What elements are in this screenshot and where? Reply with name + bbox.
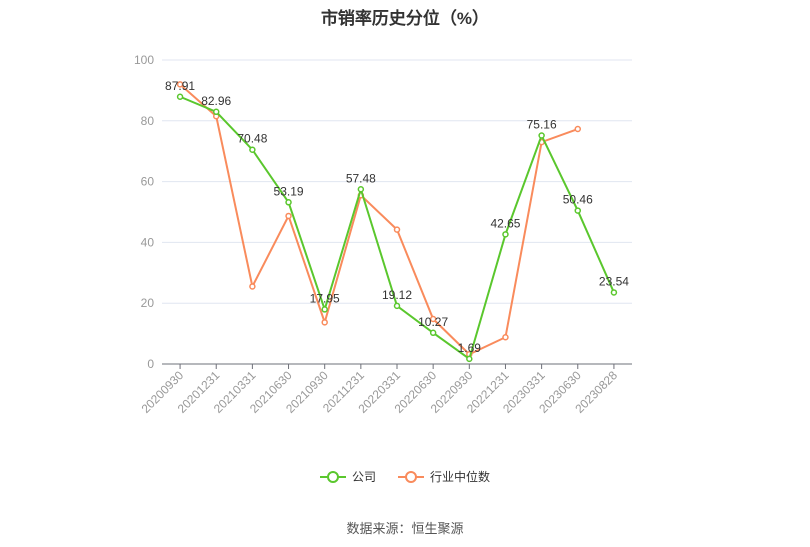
legend-marker-icon: [319, 470, 346, 483]
data-point: [176, 93, 184, 101]
data-label: 82.96: [201, 94, 231, 108]
data-point: [249, 283, 256, 290]
y-tick-label: 0: [147, 357, 154, 371]
data-point: [176, 81, 184, 88]
data-point: [502, 231, 509, 238]
data-point: [285, 199, 292, 206]
line-chart: 0204060801002020093020201231202103312021…: [134, 53, 632, 416]
data-label: 1.69: [458, 341, 482, 355]
y-tick-label: 100: [134, 53, 154, 67]
legend-label: 行业中位数: [430, 470, 491, 484]
data-point: [574, 125, 582, 133]
data-point: [321, 306, 328, 313]
data-point: [429, 315, 437, 323]
data-label: 87.91: [165, 79, 195, 93]
data-point: [610, 289, 618, 296]
legend-item[interactable]: 公司: [319, 468, 376, 485]
data-label: 57.48: [346, 171, 376, 185]
y-tick-label: 80: [141, 114, 155, 128]
data-label: 50.46: [563, 193, 593, 207]
data-point: [321, 319, 328, 326]
data-label: 42.65: [490, 216, 520, 230]
data-label: 23.54: [599, 274, 629, 288]
legend: 公司 行业中位数: [0, 468, 810, 485]
data-point: [429, 329, 437, 337]
y-tick-label: 40: [141, 235, 155, 249]
legend-marker-icon: [398, 470, 424, 483]
data-point: [393, 302, 401, 310]
data-point: [466, 355, 473, 363]
y-tick-label: 20: [141, 296, 155, 310]
data-point: [393, 226, 401, 233]
legend-item[interactable]: 行业中位数: [398, 468, 490, 485]
data-label: 75.16: [527, 118, 557, 132]
y-tick-label: 60: [141, 175, 155, 189]
data-point: [502, 333, 509, 341]
data-point: [357, 186, 365, 193]
data-point: [285, 212, 292, 220]
data-point: [538, 132, 545, 139]
legend-label: 公司: [351, 470, 376, 484]
data-point: [212, 108, 220, 116]
data-label: 10.27: [418, 315, 448, 329]
data-point: [249, 146, 256, 153]
data-label: 19.12: [382, 288, 412, 302]
series-line-1: [179, 83, 579, 356]
data-label: 53.19: [274, 184, 304, 198]
chart-title: 市销率历史分位（%）: [320, 9, 490, 28]
data-source: 数据来源：恒生聚源: [346, 521, 464, 536]
data-label: 70.48: [237, 132, 267, 146]
data-label: 17.95: [310, 291, 340, 305]
data-point: [574, 207, 582, 214]
